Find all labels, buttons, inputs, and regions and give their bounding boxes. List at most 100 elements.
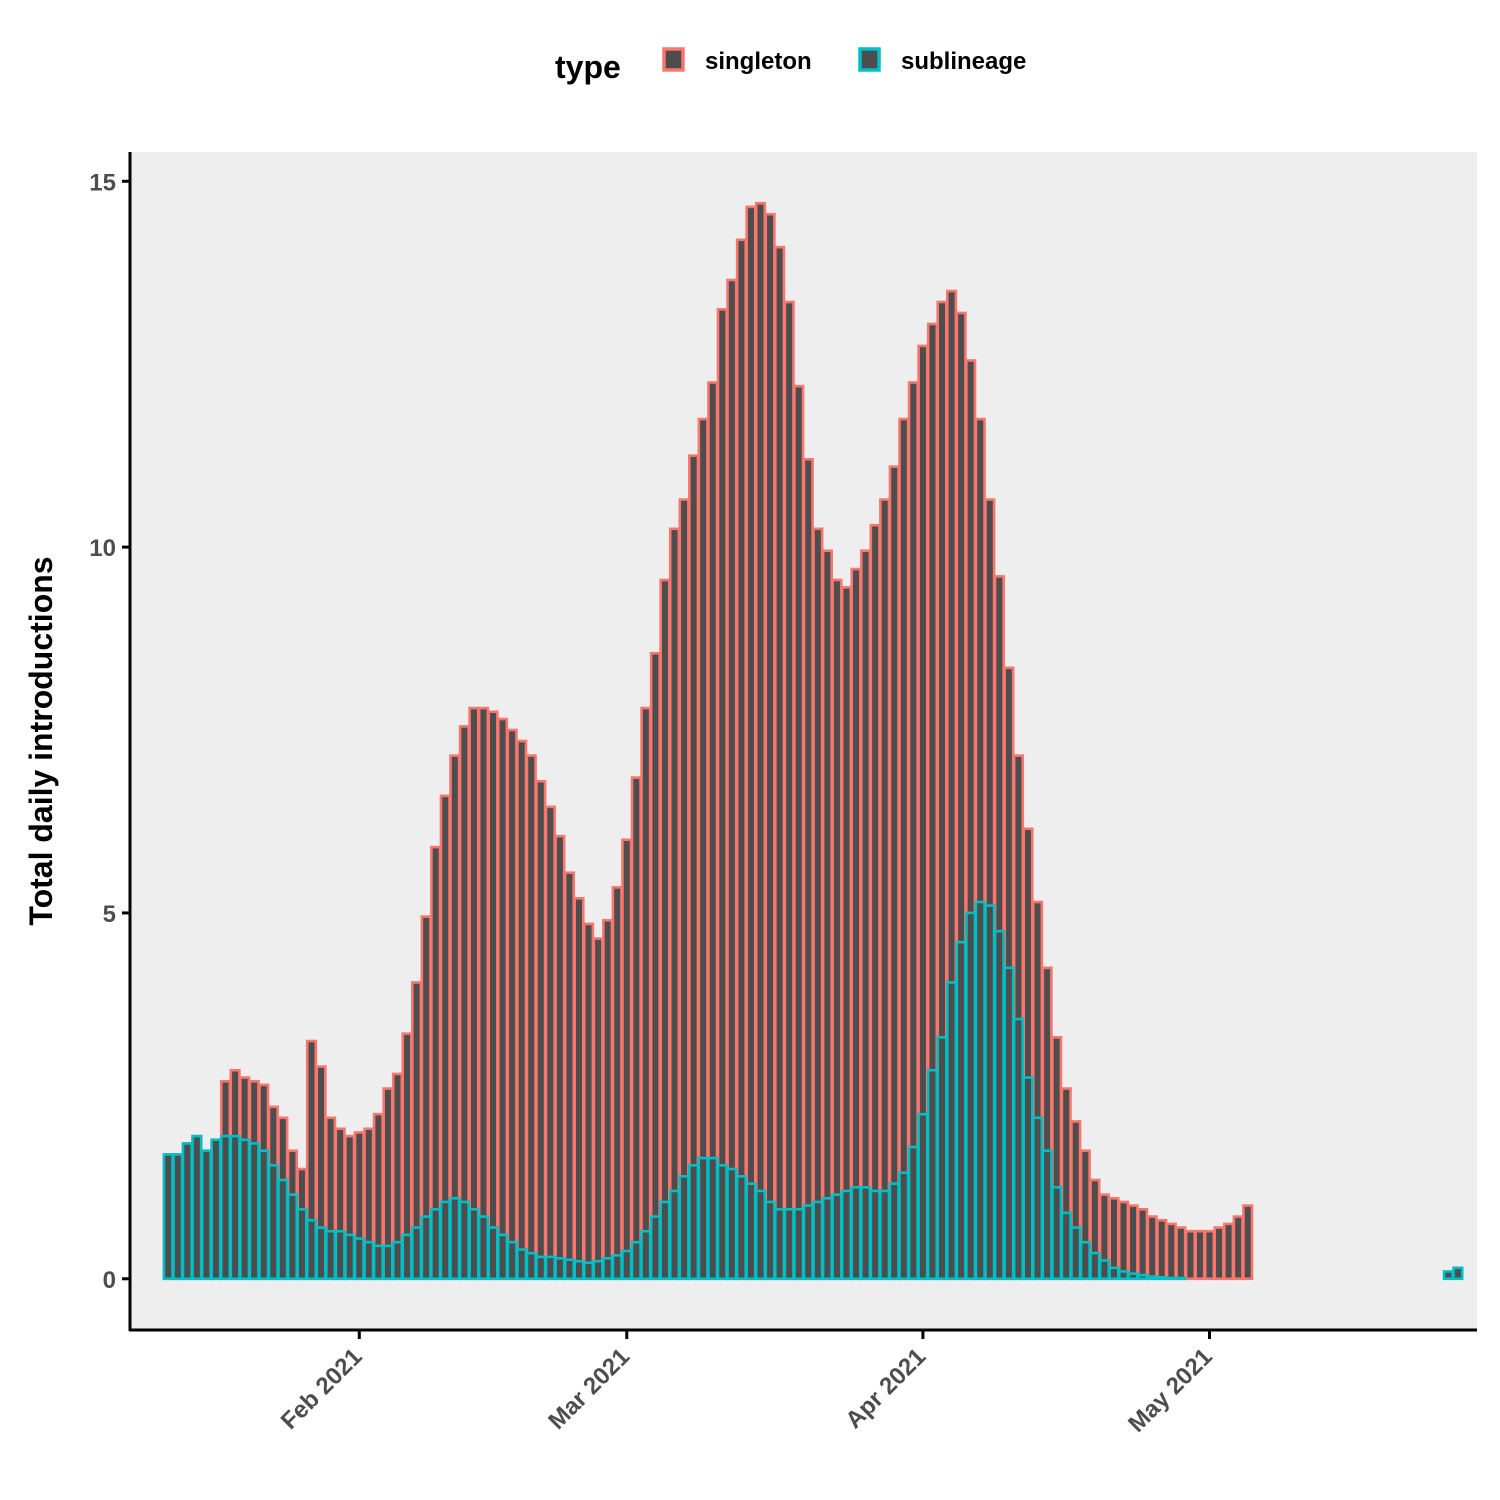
bar-singleton-101 (1127, 1204, 1139, 1281)
bar-sublineage-85 (974, 900, 986, 1281)
bar-sublineage-8 (239, 1138, 251, 1281)
bar-sublineage-20 (353, 1237, 365, 1281)
bar-sublineage-105 (1165, 1276, 1177, 1281)
bar-singleton-103 (1146, 1215, 1158, 1281)
bar-sublineage-28 (430, 1207, 442, 1281)
bar-sublineage-38 (525, 1251, 537, 1281)
bar-sublineage-62 (754, 1189, 767, 1281)
bar-sublineage-74 (869, 1189, 881, 1281)
bar-singleton-55 (688, 454, 700, 1281)
bar-sublineage-22 (372, 1244, 384, 1281)
bar-sublineage-79 (917, 1112, 929, 1281)
bar-sublineage-81 (936, 1036, 948, 1281)
bar-sublineage-63 (764, 1200, 776, 1281)
bar-sublineage-96 (1079, 1240, 1091, 1281)
bar-singleton-111 (1223, 1222, 1235, 1281)
x-tick-label: Mar 2021 (543, 1343, 635, 1435)
bar-sublineage-75 (879, 1189, 891, 1281)
bar-singleton-48 (621, 838, 633, 1281)
bar-sublineage-95 (1070, 1226, 1082, 1281)
bar-sublineage-106 (1175, 1276, 1187, 1281)
bar-singleton-65 (783, 300, 795, 1281)
bar-singleton-69 (821, 549, 833, 1281)
bar-sublineage-73 (859, 1186, 872, 1281)
bar-sublineage-46 (602, 1257, 614, 1281)
bar-sublineage-3 (191, 1134, 203, 1281)
bar-sublineage-68 (812, 1200, 824, 1281)
bar-singleton-71 (840, 586, 853, 1281)
bar-sublineage-101 (1127, 1272, 1139, 1281)
bar-sublineage-60 (735, 1175, 748, 1281)
bar-singleton-67 (802, 457, 814, 1281)
legend: type singleton sublineage (555, 47, 1026, 85)
bar-singleton-37 (516, 739, 528, 1281)
bar-sublineage-18 (334, 1229, 346, 1281)
bar-sublineage-19 (344, 1233, 356, 1281)
bar-sublineage-26 (410, 1226, 423, 1281)
bar-sublineage-87 (993, 929, 1005, 1281)
bar-sublineage-83 (955, 940, 967, 1281)
bar-singleton-66 (793, 384, 805, 1281)
bar-singleton-59 (726, 278, 738, 1281)
bar-sublineage-16 (315, 1226, 327, 1281)
legend-key-sublineage (858, 47, 881, 72)
bar-sublineage-32 (468, 1207, 480, 1281)
bar-sublineage-72 (850, 1186, 862, 1281)
bar-sublineage-40 (544, 1255, 556, 1281)
bar-sublineage-0 (162, 1153, 174, 1281)
bar-sublineage-6 (219, 1134, 232, 1281)
bar-singleton-113 (1242, 1204, 1254, 1281)
bar-sublineage-52 (659, 1200, 671, 1281)
bar-sublineage-25 (401, 1233, 413, 1281)
bar-singleton-104 (1156, 1218, 1168, 1281)
bar-singleton-56 (697, 417, 709, 1281)
bar-sublineage-90 (1022, 1076, 1034, 1281)
bar-sublineage-58 (716, 1164, 728, 1281)
x-tick-label: May 2021 (1123, 1343, 1218, 1438)
bar-sublineage-10 (258, 1149, 270, 1281)
bar-sublineage-92 (1041, 1149, 1053, 1281)
bar-sublineage-34 (487, 1226, 499, 1281)
bar-sublineage-24 (391, 1240, 404, 1281)
bar-sublineage-21 (363, 1240, 375, 1281)
bar-sublineage-50 (640, 1229, 652, 1281)
legend-key-singleton (662, 47, 685, 72)
bar-sublineage-59 (726, 1167, 738, 1281)
bar-singleton-53 (668, 527, 681, 1281)
bar-sublineage-13 (286, 1193, 299, 1281)
bar-sublineage-7 (229, 1134, 241, 1281)
bar-singleton-100 (1117, 1200, 1130, 1281)
bar-sublineage-102 (1137, 1273, 1149, 1281)
bar-sublineage-100 (1117, 1270, 1130, 1281)
bar-sublineage-78 (907, 1145, 919, 1281)
bar-sublineage-134 (1442, 1270, 1454, 1281)
bar-singleton-74 (869, 523, 881, 1281)
bar-singleton-106 (1175, 1226, 1187, 1281)
bar-sublineage-98 (1098, 1259, 1111, 1281)
bar-singleton-50 (640, 706, 652, 1281)
bar-singleton-70 (831, 578, 843, 1281)
bar-sublineage-29 (439, 1200, 451, 1281)
bar-singleton-38 (525, 754, 537, 1281)
bar-sublineage-86 (984, 904, 996, 1281)
bar-sublineage-45 (592, 1259, 604, 1281)
bar-singleton-102 (1137, 1207, 1149, 1281)
y-axis-title: Total daily introductions (23, 556, 59, 925)
bar-sublineage-1 (172, 1153, 184, 1281)
y-tick-label: 10 (89, 535, 116, 562)
y-tick-label: 5 (103, 901, 116, 928)
bar-sublineage-91 (1031, 1116, 1044, 1281)
bar-sublineage-43 (573, 1259, 585, 1281)
bar-sublineage-5 (210, 1138, 222, 1281)
bar-singleton-45 (592, 937, 604, 1281)
bar-singleton-73 (859, 549, 872, 1281)
bar-sublineage-88 (1003, 966, 1015, 1281)
bar-sublineage-42 (563, 1258, 576, 1281)
bar-sublineage-30 (449, 1197, 461, 1281)
bar-sublineage-69 (821, 1197, 833, 1281)
bar-singleton-58 (716, 308, 728, 1281)
bar-singleton-36 (506, 728, 518, 1281)
x-tick-label: Feb 2021 (276, 1343, 368, 1435)
bar-sublineage-44 (582, 1261, 595, 1281)
